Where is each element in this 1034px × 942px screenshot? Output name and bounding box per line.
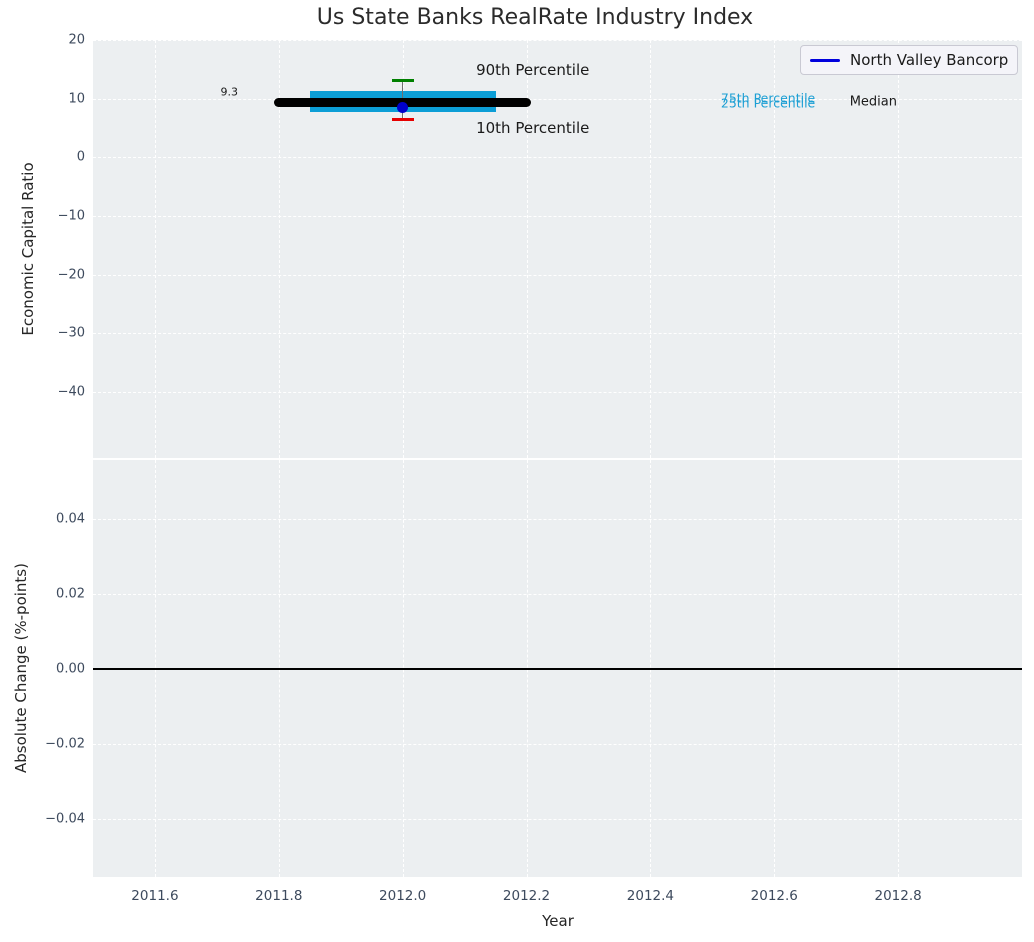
x-gridline [650, 40, 652, 458]
y-tick-label: −0.02 [45, 736, 85, 752]
y-tick-label: 0.04 [56, 511, 85, 527]
x-gridline [774, 40, 776, 458]
x-tick-label: 2012.6 [750, 888, 798, 904]
x-tick-label: 2012.2 [502, 888, 551, 904]
y-tick-label: 0.00 [56, 661, 85, 677]
chart-title: Us State Banks RealRate Industry Index [316, 5, 754, 30]
x-axis-label: Year [542, 912, 574, 930]
whisker-cap-90th [391, 78, 414, 82]
y-tick-label: 20 [68, 32, 85, 48]
top-y-axis-label: Economic Capital Ratio [19, 162, 37, 336]
y-tick-label: 0.02 [56, 586, 85, 602]
x-tick-label: 2012.4 [626, 888, 675, 904]
y-gridline [93, 215, 1022, 217]
x-gridline [154, 40, 156, 458]
y-gridline [93, 818, 1022, 820]
label-25th-percentile: 25th Percentile [720, 95, 816, 111]
y-gridline [93, 333, 1022, 335]
x-gridline [278, 40, 280, 458]
y-gridline [93, 391, 1022, 393]
legend-series-label: North Valley Bancorp [850, 51, 1009, 69]
y-gridline [93, 40, 1022, 41]
y-tick-label: 0 [76, 149, 85, 165]
x-gridline [898, 40, 900, 458]
company-point [397, 101, 409, 113]
top-panel [93, 40, 1022, 458]
legend: North Valley Bancorp [800, 45, 1018, 75]
y-tick-label: −10 [57, 208, 85, 224]
x-tick-label: 2011.8 [255, 888, 303, 904]
y-tick-label: −20 [57, 267, 85, 282]
y-gridline [93, 274, 1022, 276]
bottom-panel [93, 460, 1022, 877]
y-tick-label: −40 [57, 384, 85, 400]
x-gridline [526, 40, 528, 458]
label-75th-percentile: 75th Percentile [720, 90, 816, 106]
label-90th-percentile: 90th Percentile [476, 61, 590, 80]
y-gridline [93, 157, 1022, 159]
y-gridline [93, 98, 1022, 100]
x-gridline [402, 40, 404, 458]
label-median-value: 9.3 [220, 85, 239, 99]
whisker-cap-10th [391, 118, 414, 122]
y-tick-label: −30 [57, 325, 85, 341]
x-tick-label: 2012.0 [379, 888, 427, 904]
x-tick-label: 2011.6 [131, 888, 179, 904]
zero-line [93, 667, 1022, 670]
label-median: Median [849, 94, 898, 110]
y-gridline [93, 743, 1022, 745]
x-tick-label: 2012.8 [874, 888, 922, 904]
legend-line-sample-icon [810, 58, 840, 62]
y-tick-label: 10 [68, 91, 85, 107]
y-gridline [93, 518, 1022, 520]
label-10th-percentile: 10th Percentile [476, 118, 590, 137]
y-gridline [93, 593, 1022, 595]
y-tick-label: −0.04 [45, 811, 85, 827]
